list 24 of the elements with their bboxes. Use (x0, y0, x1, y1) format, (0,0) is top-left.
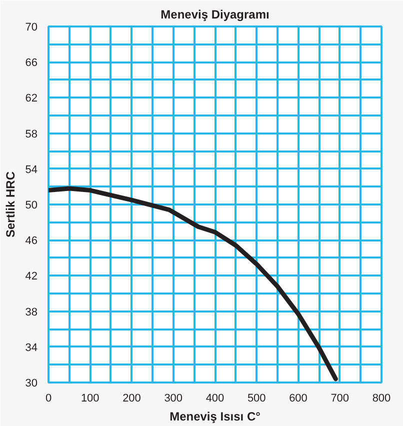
x-axis-title: Meneviş Isısı C° (170, 410, 261, 424)
x-tick-label: 100 (80, 392, 100, 404)
x-tick-label: 500 (247, 392, 266, 404)
x-tick-label: 400 (206, 392, 224, 404)
y-tick-label: 38 (25, 306, 38, 318)
y-tick-label: 30 (25, 378, 38, 390)
y-tick-label: 62 (25, 92, 38, 105)
chart-title: Meneviş Diyagramı (160, 8, 270, 22)
x-tick-label: 300 (164, 392, 183, 404)
x-tick-label: 600 (289, 392, 308, 404)
y-tick-label: 54 (25, 164, 38, 176)
y-tick-label: 66 (25, 57, 38, 70)
line-series (48, 186, 338, 382)
y-tick-label: 42 (25, 270, 38, 283)
x-tick-label: 0 (45, 392, 52, 404)
x-tick-label: 700 (330, 392, 350, 404)
y-tick-label: 50 (25, 200, 38, 212)
y-tick-label: 46 (25, 235, 38, 248)
y-tick-label: 70 (25, 22, 38, 34)
y-tick-label: 34 (25, 342, 38, 354)
x-tick-label: 800 (372, 392, 391, 404)
y-tick-label: 58 (25, 128, 38, 140)
y-axis-title: Sertlik HRC (3, 171, 18, 238)
x-tick-label: 200 (122, 392, 141, 404)
